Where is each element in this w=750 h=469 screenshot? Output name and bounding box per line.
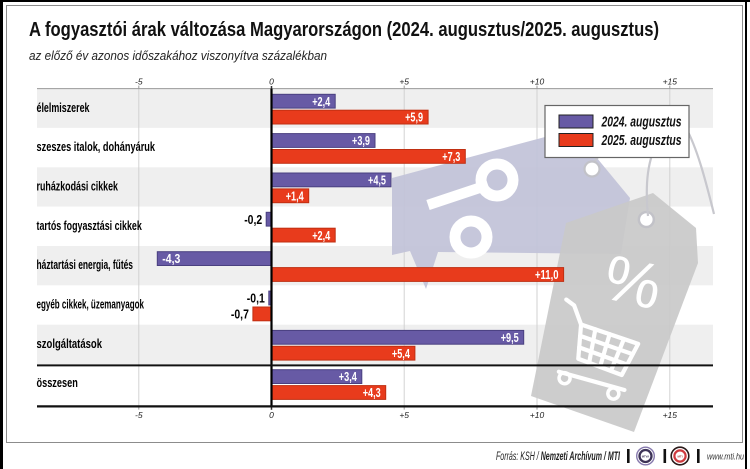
svg-text:összesen: összesen xyxy=(37,375,78,390)
svg-text:szeszes italok, dohányáruk: szeszes italok, dohányáruk xyxy=(37,139,156,154)
svg-text:+5,4: +5,4 xyxy=(392,346,411,361)
svg-text:egyéb cikkek, üzemanyagok: egyéb cikkek, üzemanyagok xyxy=(37,297,145,312)
svg-text:2025. augusztus: 2025. augusztus xyxy=(601,133,682,149)
svg-text:-5: -5 xyxy=(135,410,143,420)
svg-text:+10: +10 xyxy=(530,77,545,87)
svg-text:+4,3: +4,3 xyxy=(363,385,381,400)
svg-text:háztartási energia, fűtés: háztartási energia, fűtés xyxy=(37,257,134,272)
svg-text:+10: +10 xyxy=(530,410,545,420)
svg-text:-0,2: -0,2 xyxy=(244,212,262,227)
svg-text:MTI: MTI xyxy=(678,454,683,458)
svg-text:élelmiszerek: élelmiszerek xyxy=(37,100,91,115)
svg-text:-5: -5 xyxy=(135,77,143,87)
svg-text:-0,7: -0,7 xyxy=(231,307,249,322)
svg-text:+5: +5 xyxy=(399,410,409,420)
svg-text:2024. augusztus: 2024. augusztus xyxy=(601,114,682,130)
svg-text:szolgáltatások: szolgáltatások xyxy=(37,336,103,351)
svg-text:+5: +5 xyxy=(399,77,409,87)
svg-text:Forrás: KSH / Nemzeti Archívum: Forrás: KSH / Nemzeti Archívum / MTI xyxy=(496,451,620,463)
svg-text:+7,3: +7,3 xyxy=(442,149,460,164)
svg-text:www.mti.hu: www.mti.hu xyxy=(707,452,745,463)
svg-text:+15: +15 xyxy=(663,77,678,87)
svg-text:+3,4: +3,4 xyxy=(339,369,358,384)
svg-text:A fogyasztói árak változása Ma: A fogyasztói árak változása Magyarország… xyxy=(29,19,659,41)
svg-text:+9,5: +9,5 xyxy=(501,330,519,345)
svg-text:0: 0 xyxy=(269,77,274,87)
svg-text:+15: +15 xyxy=(663,410,678,420)
svg-text:-4,3: -4,3 xyxy=(162,251,180,266)
svg-text:-0,1: -0,1 xyxy=(247,291,265,306)
svg-text:tartós fogyasztási cikkek: tartós fogyasztási cikkek xyxy=(37,218,143,233)
svg-text:+1,4: +1,4 xyxy=(286,188,305,203)
svg-text:+2,4: +2,4 xyxy=(312,94,331,109)
svg-text:+4,5: +4,5 xyxy=(368,173,386,188)
svg-text:+3,9: +3,9 xyxy=(352,133,370,148)
svg-text:az előző év azonos időszakához: az előző év azonos időszakához viszonyít… xyxy=(29,48,327,63)
svg-text:+5,9: +5,9 xyxy=(405,110,423,125)
svg-text:ruházkodási cikkek: ruházkodási cikkek xyxy=(37,179,119,194)
svg-text:MTVA: MTVA xyxy=(642,454,649,458)
svg-text:+2,4: +2,4 xyxy=(312,228,331,243)
svg-text:+11,0: +11,0 xyxy=(535,267,559,282)
svg-text:0: 0 xyxy=(269,410,274,420)
